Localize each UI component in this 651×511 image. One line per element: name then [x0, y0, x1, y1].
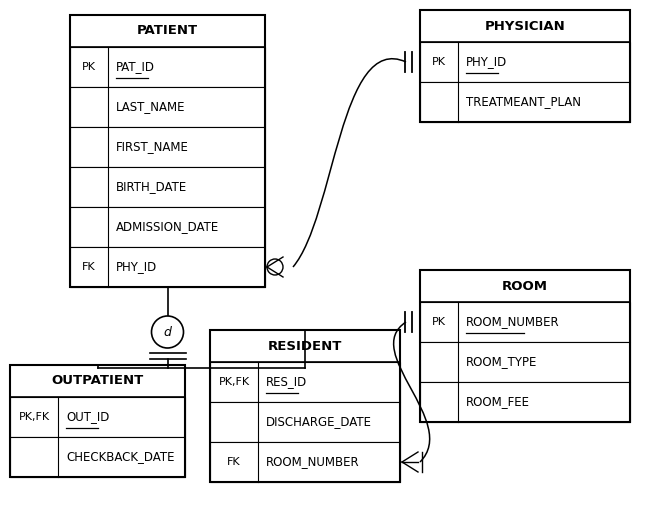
Bar — [10, 397, 185, 437]
Bar — [420, 302, 630, 342]
Text: PHY_ID: PHY_ID — [466, 56, 507, 68]
Text: PK: PK — [82, 62, 96, 72]
Text: d: d — [163, 326, 171, 338]
Bar — [420, 10, 630, 122]
Bar — [210, 330, 400, 362]
Bar — [70, 15, 265, 287]
Bar — [70, 207, 265, 247]
Bar — [70, 87, 265, 127]
Text: PATIENT: PATIENT — [137, 25, 198, 37]
Text: RESIDENT: RESIDENT — [268, 339, 342, 353]
Bar — [420, 270, 630, 302]
Bar — [210, 442, 400, 482]
Text: ROOM_NUMBER: ROOM_NUMBER — [266, 455, 359, 469]
Bar — [420, 42, 630, 82]
Bar — [70, 47, 265, 87]
Bar — [70, 127, 265, 167]
Bar — [70, 167, 265, 207]
Bar — [210, 402, 400, 442]
Text: PK,FK: PK,FK — [219, 377, 249, 387]
Bar — [420, 270, 630, 422]
Text: DISCHARGE_DATE: DISCHARGE_DATE — [266, 415, 372, 429]
Text: ROOM_NUMBER: ROOM_NUMBER — [466, 315, 560, 329]
Bar — [10, 437, 185, 477]
Circle shape — [152, 316, 184, 348]
Text: OUTPATIENT: OUTPATIENT — [51, 375, 144, 387]
Text: LAST_NAME: LAST_NAME — [116, 101, 186, 113]
Text: PHY_ID: PHY_ID — [116, 261, 158, 273]
Text: CHECKBACK_DATE: CHECKBACK_DATE — [66, 451, 174, 463]
Bar — [10, 365, 185, 477]
Text: TREATMEANT_PLAN: TREATMEANT_PLAN — [466, 96, 581, 108]
Text: PK: PK — [432, 57, 446, 67]
Bar — [420, 382, 630, 422]
Text: ADMISSION_DATE: ADMISSION_DATE — [116, 221, 219, 234]
Text: BIRTH_DATE: BIRTH_DATE — [116, 180, 187, 194]
Text: PK: PK — [432, 317, 446, 327]
Bar — [210, 362, 400, 402]
Text: FK: FK — [82, 262, 96, 272]
Bar — [420, 10, 630, 42]
Text: PK,FK: PK,FK — [18, 412, 49, 422]
Text: ROOM: ROOM — [502, 280, 548, 292]
Bar — [70, 247, 265, 287]
Text: ROOM_TYPE: ROOM_TYPE — [466, 356, 537, 368]
Text: FK: FK — [227, 457, 241, 467]
Text: PHYSICIAN: PHYSICIAN — [484, 19, 565, 33]
Bar — [10, 365, 185, 397]
Bar — [210, 330, 400, 482]
Bar — [420, 82, 630, 122]
Text: PAT_ID: PAT_ID — [116, 60, 155, 74]
Text: RES_ID: RES_ID — [266, 376, 307, 388]
Text: FIRST_NAME: FIRST_NAME — [116, 141, 189, 153]
Bar — [420, 342, 630, 382]
Bar — [70, 15, 265, 47]
Text: ROOM_FEE: ROOM_FEE — [466, 396, 530, 408]
Text: OUT_ID: OUT_ID — [66, 410, 109, 424]
